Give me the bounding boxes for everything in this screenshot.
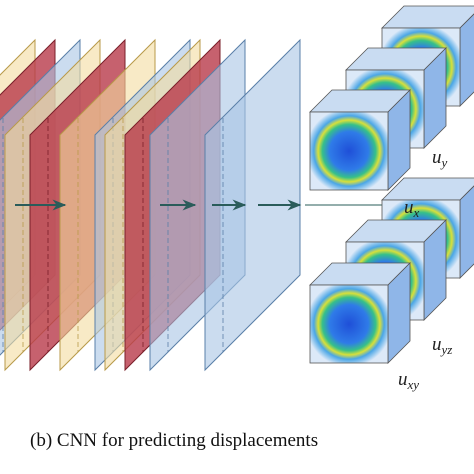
label-base: u <box>404 197 414 218</box>
cube-front <box>309 111 389 191</box>
label-sub: y <box>440 155 448 170</box>
caption: (b) CNN for predicting displacements <box>30 430 318 451</box>
output-label: uyz <box>432 334 452 357</box>
layer <box>204 38 301 372</box>
output-label: ux <box>404 197 420 220</box>
outputs <box>309 5 474 364</box>
label-base: u <box>398 369 408 390</box>
label-base: u <box>432 147 442 168</box>
output-label: uy <box>432 147 448 170</box>
label-sub: yz <box>440 342 453 357</box>
label-sub: x <box>413 205 420 220</box>
cube-top <box>381 5 474 29</box>
label-sub: xy <box>407 377 420 392</box>
output-label: uxy <box>398 369 419 392</box>
label-base: u <box>432 334 442 355</box>
cube-front <box>309 284 389 364</box>
